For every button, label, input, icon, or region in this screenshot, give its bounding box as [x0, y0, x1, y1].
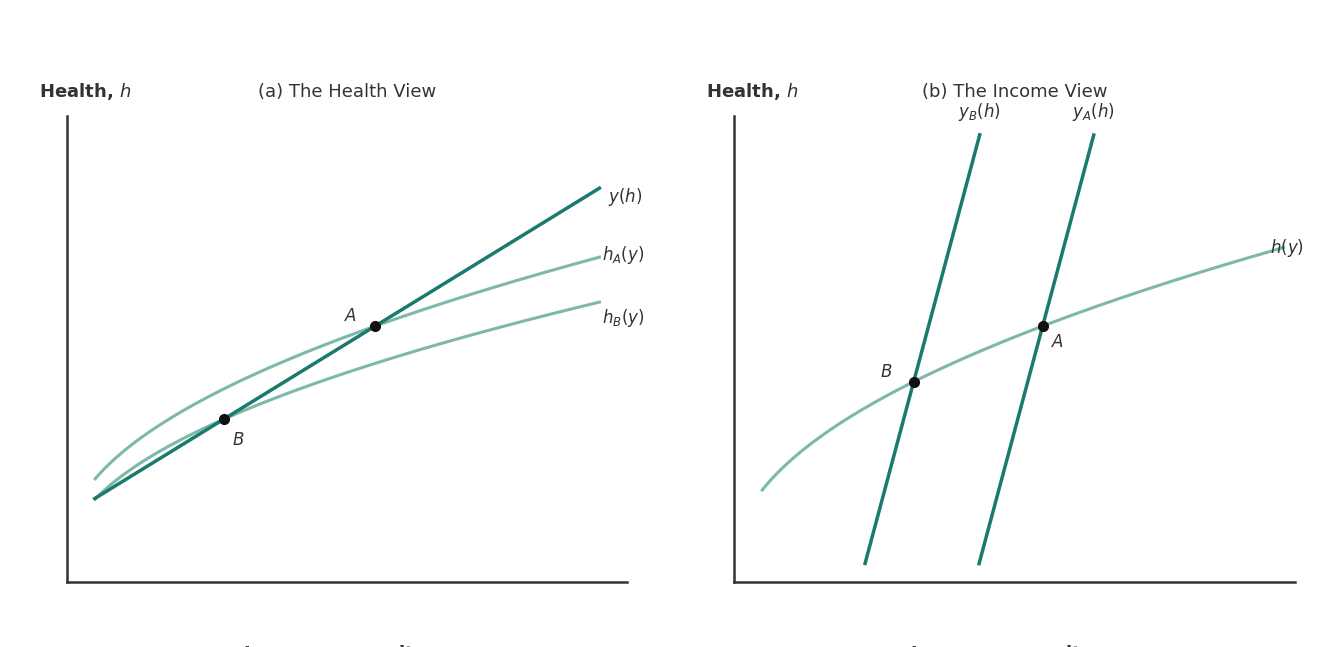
Text: $A$: $A$ [344, 307, 358, 325]
Text: $y(h)$: $y(h)$ [607, 186, 642, 208]
Text: $B$: $B$ [232, 431, 244, 449]
Text: $h_B(y)$: $h_B(y)$ [602, 307, 645, 329]
Title: (a) The Health View: (a) The Health View [258, 83, 437, 101]
Text: Health, $\mathit{h}$: Health, $\mathit{h}$ [39, 82, 131, 102]
Text: $A$: $A$ [1051, 333, 1064, 351]
Text: Income per capita, $\mathit{y}$: Income per capita, $\mathit{y}$ [243, 643, 451, 647]
Text: $h_A(y)$: $h_A(y)$ [602, 244, 645, 266]
Text: $h(y)$: $h(y)$ [1270, 237, 1304, 259]
Text: Health, $\mathit{h}$: Health, $\mathit{h}$ [706, 82, 798, 102]
Text: Income per capita, $\mathit{y}$: Income per capita, $\mathit{y}$ [910, 643, 1119, 647]
Text: $y_B(h)$: $y_B(h)$ [959, 101, 1001, 123]
Text: $y_A(h)$: $y_A(h)$ [1072, 102, 1115, 124]
Title: (b) The Income View: (b) The Income View [922, 83, 1107, 101]
Text: $B$: $B$ [880, 363, 892, 381]
